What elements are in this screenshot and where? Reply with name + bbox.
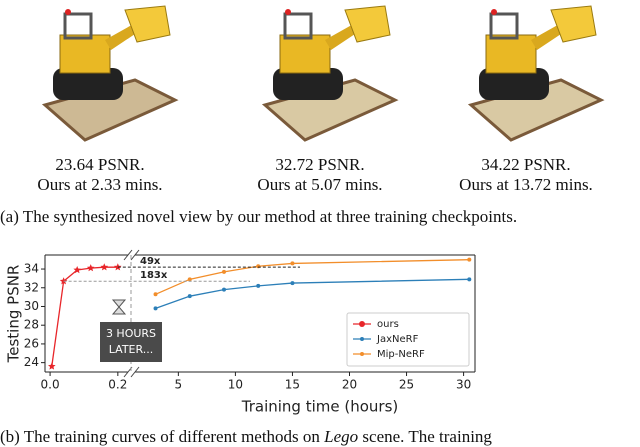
point (290, 261, 295, 266)
cab (63, 12, 93, 40)
light (491, 9, 497, 15)
caption-text: scene. The training (358, 427, 492, 446)
y-tick-label: 24 (24, 355, 39, 369)
legend-label: ours (377, 319, 399, 330)
point (59, 277, 68, 285)
axis-break (123, 249, 133, 261)
body (485, 34, 537, 74)
break-note-box (100, 322, 162, 362)
legend-box (346, 312, 470, 367)
x-tick-label: 30 (456, 378, 471, 392)
cab (489, 12, 519, 40)
bucket (344, 5, 391, 43)
view-psnr: 34.22 PSNR. (481, 155, 570, 174)
series-line (155, 259, 470, 295)
annotation: 49x (140, 256, 161, 267)
light (285, 9, 291, 15)
y-tick-label: 34 (24, 262, 39, 276)
caption-a: (a) The synthesized novel view by our me… (0, 207, 517, 226)
tracks (53, 68, 123, 100)
x-tick-label: 10 (228, 378, 243, 392)
point (290, 281, 295, 286)
point (187, 277, 192, 282)
tracks (479, 68, 549, 100)
caption-b: (b) The training curves of different met… (0, 427, 492, 446)
point (467, 257, 472, 262)
axis-break (130, 249, 140, 261)
rendered-views (41, 5, 605, 142)
break-note: 3 HOURS (106, 327, 156, 340)
tracks (273, 68, 343, 100)
legend-label: JaxNeRF (376, 334, 419, 345)
view-psnr: 23.64 PSNR. (55, 155, 144, 174)
point (153, 306, 158, 311)
legend-marker (359, 321, 365, 327)
y-axis-label: Testing PSNR (5, 265, 23, 364)
body (279, 34, 331, 74)
annotation: 183x (140, 270, 168, 281)
bucket (550, 5, 597, 43)
chart: 24 26 28 30 32 34 0.0 0.2 Testing PSNR 5 10 15 20 25 3… (5, 249, 476, 416)
y-tick-label: 28 (24, 318, 39, 332)
x-tick-label: 0.2 (108, 378, 127, 392)
cab (283, 12, 313, 40)
legend-marker (360, 337, 364, 341)
x-tick-label: 20 (342, 378, 357, 392)
axis-break (130, 366, 140, 378)
point (187, 294, 192, 299)
series-line (155, 278, 470, 309)
light (65, 9, 71, 15)
legend-marker (360, 352, 364, 356)
point (221, 287, 226, 292)
point (100, 263, 109, 271)
y-tick-label: 26 (24, 336, 39, 350)
lego-render (41, 5, 179, 142)
hourglass-icon (111, 299, 127, 315)
x-tick-label: 25 (399, 378, 414, 392)
x-axis-label: Training time (hours) (241, 398, 399, 416)
point (73, 266, 81, 274)
point (86, 264, 95, 272)
point (153, 292, 158, 297)
view-time: Ours at 13.72 mins. (459, 175, 593, 194)
lego-render (261, 5, 399, 142)
point (467, 277, 472, 282)
caption-text: Lego (323, 427, 358, 446)
x-tick-label: 0.0 (41, 378, 60, 392)
bucket (124, 5, 171, 43)
caption-text: (b) The training curves of different met… (0, 427, 324, 446)
point (48, 362, 56, 370)
lego-render (467, 5, 605, 142)
y-tick-label: 32 (24, 280, 39, 294)
legend-label: Mip-NeRF (377, 349, 425, 360)
y-tick-label: 30 (24, 299, 39, 313)
point (256, 283, 261, 288)
point (221, 269, 226, 274)
x-tick-label: 15 (285, 378, 300, 392)
view-psnr: 32.72 PSNR. (275, 155, 364, 174)
view-time: Ours at 2.33 mins. (37, 175, 162, 194)
break-note: LATER... (109, 343, 153, 356)
point (114, 263, 122, 271)
body (59, 34, 111, 74)
x-tick-label: 5 (175, 378, 183, 392)
view-time: Ours at 5.07 mins. (257, 175, 382, 194)
